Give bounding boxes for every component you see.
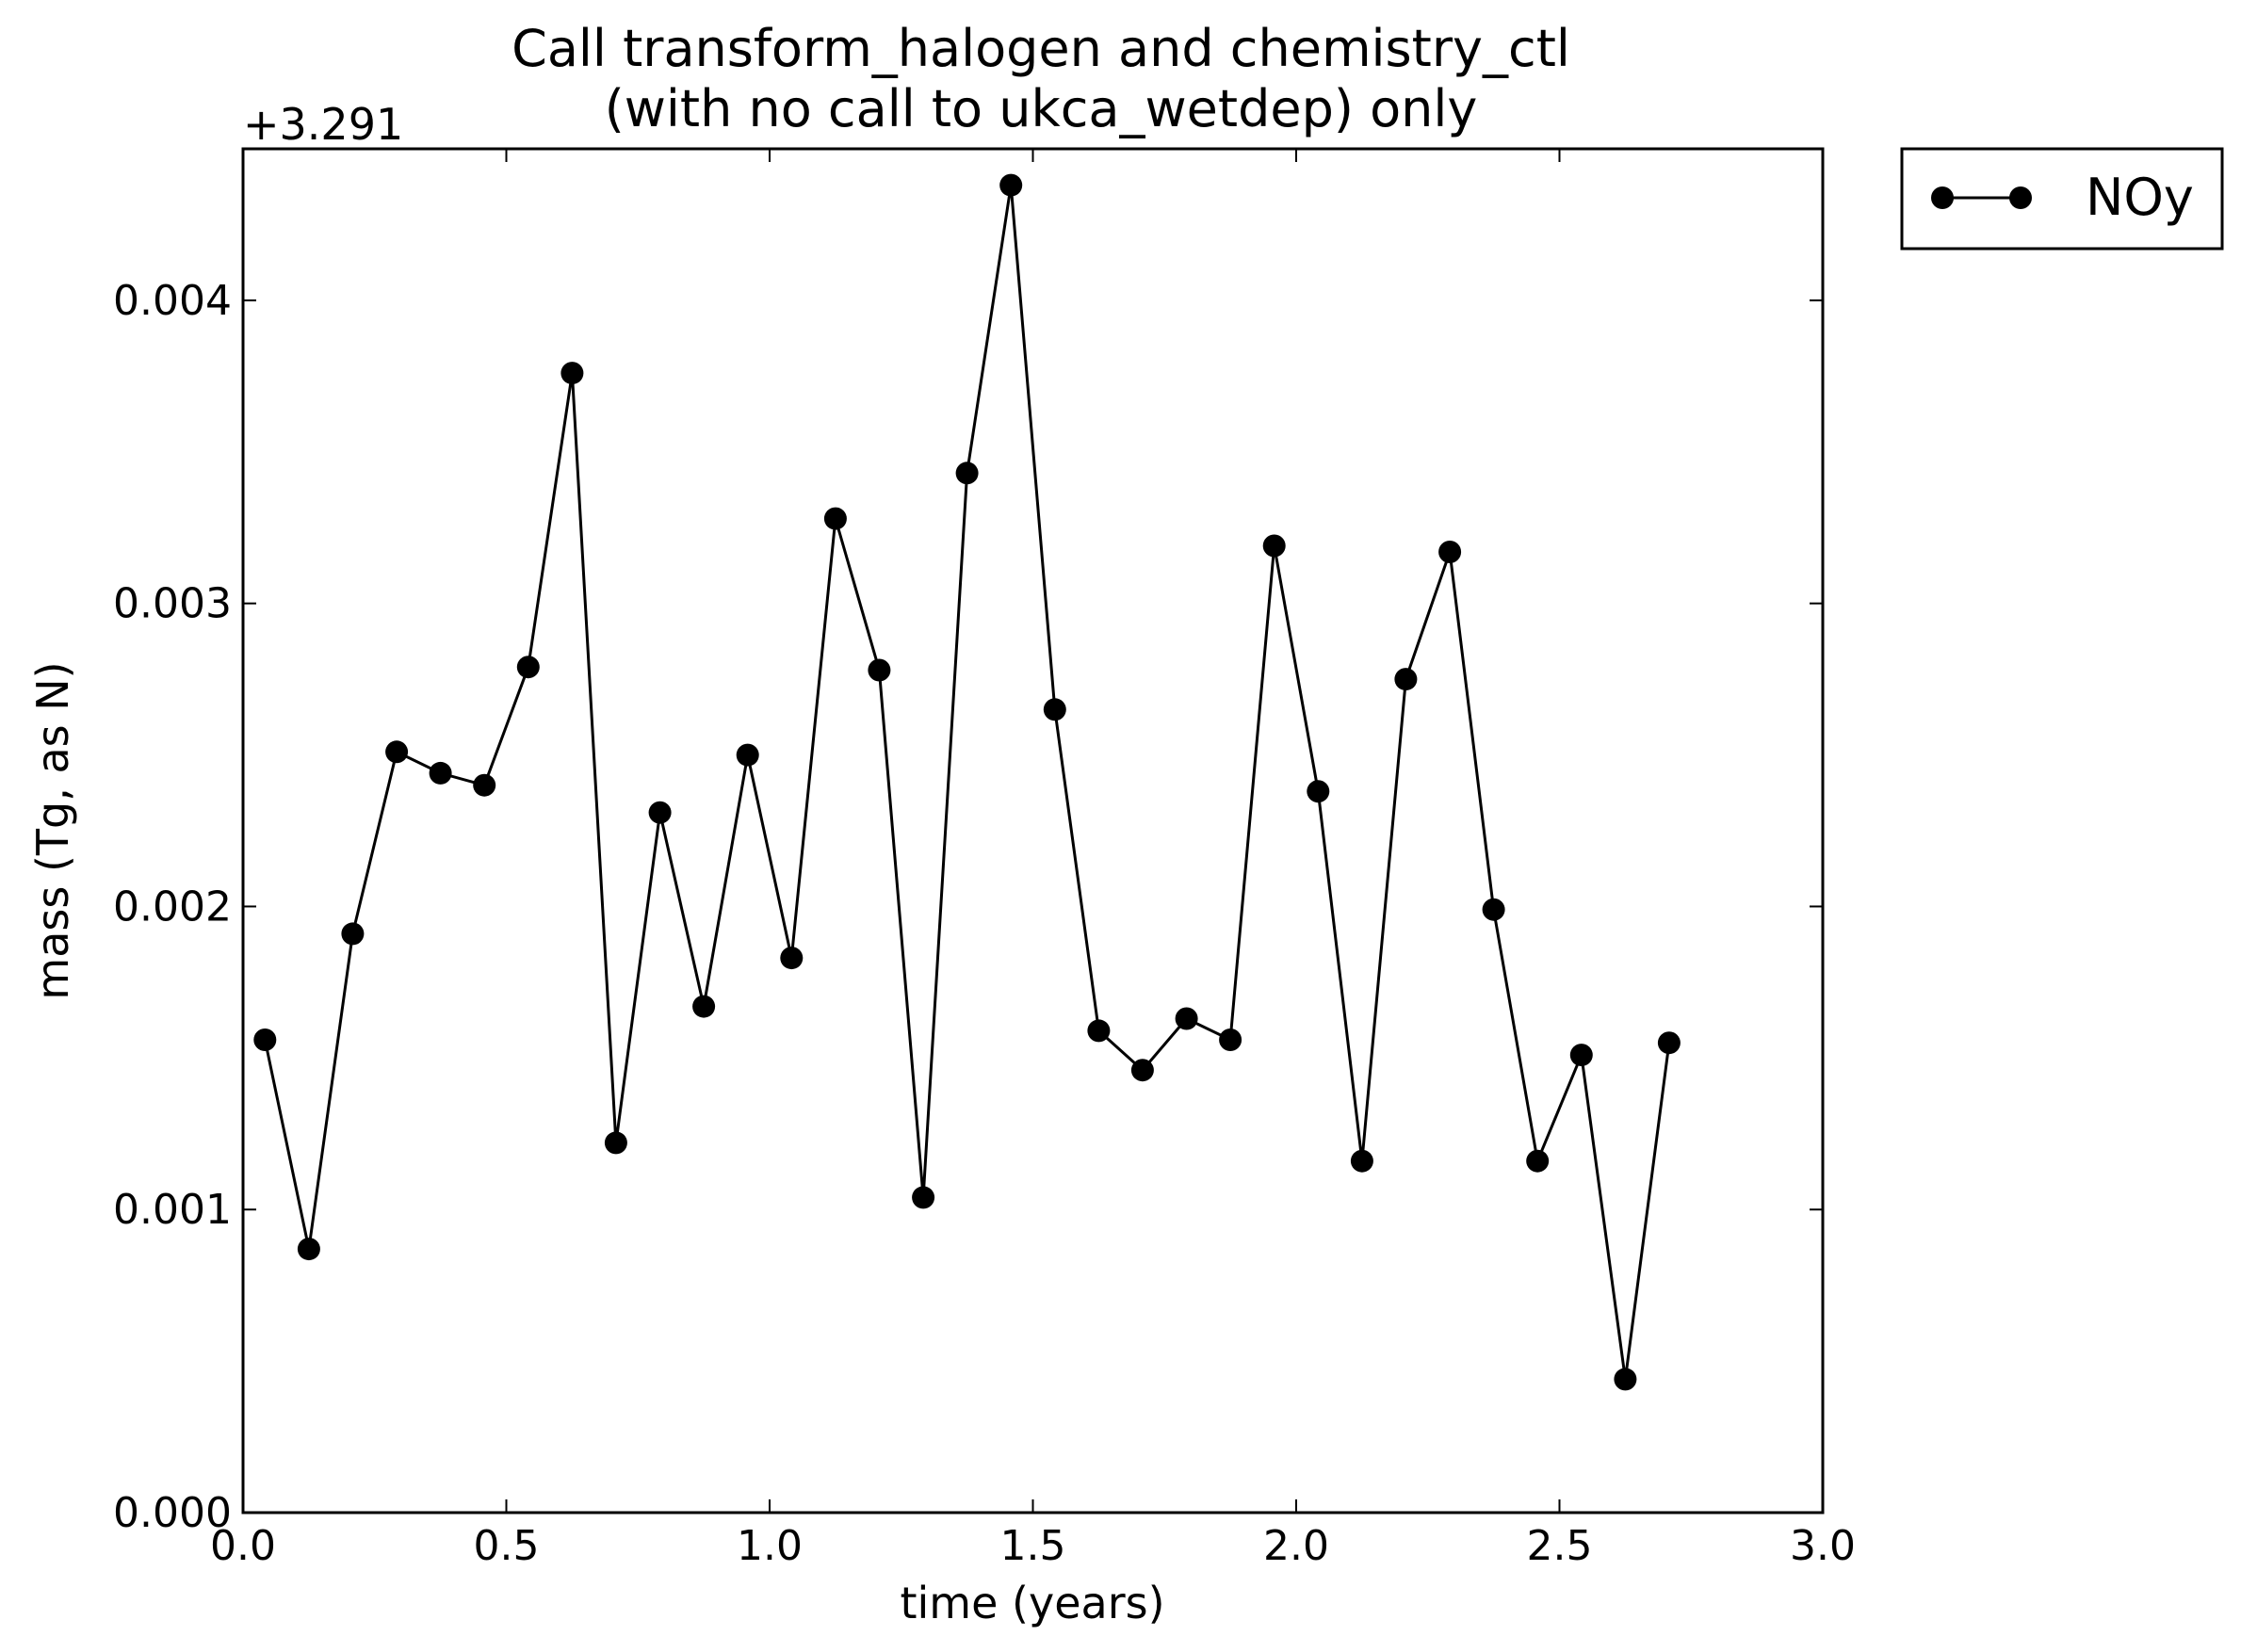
- y-tick-label: 0.001: [113, 1186, 232, 1234]
- data-point: [780, 947, 804, 970]
- data-point: [1130, 1059, 1154, 1082]
- data-point: [1307, 780, 1330, 803]
- x-axis-label: time (years): [900, 1578, 1164, 1628]
- legend-marker-right: [2009, 186, 2032, 209]
- data-point: [1394, 668, 1418, 691]
- data-point: [955, 462, 979, 485]
- data-point: [692, 995, 716, 1018]
- x-axis-ticks: 0.0 0.5 1.0 1.5 2.0 2.5 3.0: [210, 149, 1856, 1570]
- data-point: [1569, 1044, 1593, 1067]
- plot-frame: [241, 147, 1825, 1514]
- data-point: [1262, 534, 1286, 558]
- data-point: [1438, 541, 1462, 563]
- chart-title-line1: Call transform_halogen and chemistry_ctl: [512, 19, 1570, 78]
- data-point: [1614, 1368, 1637, 1391]
- data-point: [736, 743, 759, 767]
- data-point: [385, 740, 409, 764]
- data-point: [341, 922, 365, 946]
- data-point: [604, 1131, 627, 1155]
- data-point: [912, 1186, 935, 1209]
- x-tick-label: 0.5: [474, 1522, 540, 1570]
- y-tick-label: 0.000: [113, 1489, 232, 1537]
- y-tick-label: 0.003: [113, 580, 232, 628]
- data-point: [648, 801, 672, 824]
- data-point: [1175, 1007, 1198, 1030]
- series-points-noy: [253, 173, 1681, 1391]
- data-point: [999, 173, 1023, 197]
- data-point: [516, 656, 540, 679]
- data-point: [560, 362, 584, 385]
- y-axis-ticks: 0.000 0.001 0.002 0.003 0.004: [113, 277, 1823, 1537]
- x-tick-label: 1.0: [737, 1522, 803, 1570]
- y-tick-label: 0.004: [113, 277, 232, 325]
- x-tick-label: 1.5: [1000, 1522, 1066, 1570]
- data-point: [1350, 1149, 1373, 1173]
- x-tick-label: 0.0: [210, 1522, 276, 1570]
- y-axis-offset-label: +3.291: [243, 99, 403, 150]
- data-point: [823, 507, 847, 530]
- legend-label-noy: NOy: [2086, 168, 2194, 227]
- data-point: [473, 773, 496, 797]
- data-point: [429, 761, 452, 785]
- chart-title-line2: (with no call to ukca_wetdep) only: [605, 79, 1478, 138]
- data-point: [1526, 1149, 1550, 1173]
- legend-marker-left: [1931, 186, 1954, 209]
- data-point: [1087, 1019, 1111, 1043]
- data-point: [1657, 1031, 1681, 1055]
- data-point: [1219, 1028, 1242, 1051]
- data-point: [297, 1238, 320, 1261]
- data-point: [253, 1028, 277, 1051]
- y-axis-label: mass (Tg, as N): [27, 661, 78, 999]
- x-tick-label: 2.5: [1527, 1522, 1593, 1570]
- legend: NOy: [1900, 147, 2224, 251]
- data-point: [1482, 898, 1505, 921]
- y-tick-label: 0.002: [113, 883, 232, 931]
- data-point: [868, 658, 891, 682]
- x-tick-label: 3.0: [1790, 1522, 1856, 1570]
- data-point: [1043, 698, 1066, 721]
- x-tick-label: 2.0: [1263, 1522, 1329, 1570]
